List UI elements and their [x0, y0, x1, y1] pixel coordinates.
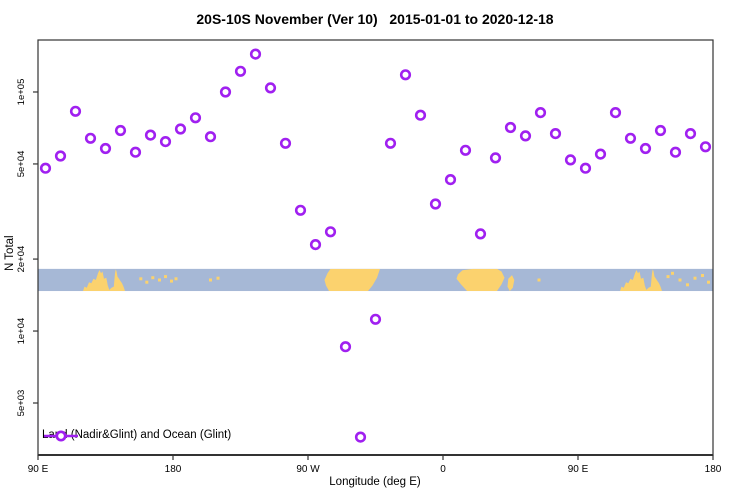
data-point: [309, 239, 322, 251]
land-island: [151, 276, 155, 280]
data-point: [369, 313, 382, 325]
data-point: [444, 174, 457, 186]
data-point: [264, 82, 277, 94]
data-point: [219, 86, 232, 98]
land-island: [216, 276, 220, 280]
data-point: [129, 146, 142, 158]
land-australia: [83, 269, 125, 291]
data-point: [624, 132, 637, 144]
data-point: [354, 431, 367, 443]
data-point: [339, 341, 352, 353]
land-australia-wrap: [620, 269, 662, 291]
data-point: [174, 123, 187, 135]
land-south-america: [324, 268, 380, 291]
data-point: [324, 226, 337, 238]
land-island: [693, 276, 697, 280]
land-island: [678, 278, 682, 282]
data-point: [69, 105, 82, 117]
data-point: [549, 128, 562, 140]
data-point: [54, 150, 67, 162]
x-tick-label: 0: [440, 464, 446, 475]
data-point: [399, 69, 412, 81]
x-tick-label: 90 E: [28, 464, 49, 475]
land-island: [666, 275, 670, 279]
legend: Land (Nadir&Glint) and Ocean (Glint): [42, 429, 232, 442]
land-island: [209, 278, 212, 282]
y-tick-label: 1e+04: [16, 318, 27, 345]
data-point: [534, 106, 547, 119]
data-point: [189, 112, 202, 124]
land-island: [164, 275, 167, 279]
legend-label: Land (Nadir&Glint) and Ocean (Glint): [42, 429, 232, 441]
land-madagascar: [507, 275, 515, 291]
data-point: [294, 204, 307, 216]
data-point: [519, 130, 532, 142]
y-tick-label: 1e+05: [16, 79, 27, 106]
data-point: [114, 124, 127, 137]
data-point: [564, 154, 577, 166]
land-island: [701, 274, 704, 277]
land-island: [139, 277, 143, 281]
x-axis-title: Longitude (deg E): [329, 476, 421, 488]
data-point: [144, 129, 157, 141]
data-point: [84, 132, 97, 144]
legend-marker-icon: [44, 430, 78, 442]
data-point: [699, 141, 712, 153]
data-point: [594, 148, 607, 160]
land-island: [174, 277, 178, 281]
data-point: [99, 142, 112, 155]
land-island: [145, 280, 149, 284]
land-island: [537, 278, 541, 282]
data-point: [684, 128, 697, 140]
data-point: [249, 48, 262, 60]
data-point: [489, 152, 502, 164]
y-tick-label: 2e+04: [16, 246, 27, 273]
data-point: [504, 121, 517, 134]
data-point: [474, 228, 487, 240]
land-africa: [456, 268, 505, 291]
data-point: [654, 124, 667, 137]
land-island: [158, 278, 161, 282]
x-tick-label: 90 W: [296, 464, 320, 475]
data-point: [609, 106, 622, 119]
x-tick-label: 180: [165, 464, 182, 475]
data-point: [459, 144, 472, 156]
data-point: [279, 137, 292, 149]
land-island: [707, 280, 710, 284]
data-point: [429, 198, 442, 210]
data-point: [414, 109, 427, 121]
data-point: [234, 65, 247, 77]
land-island: [686, 283, 689, 287]
data-point: [639, 142, 652, 155]
land-island: [170, 279, 173, 283]
data-point: [39, 162, 52, 174]
chart-title: 20S-10S November (Ver 10) 2015-01-01 to …: [196, 11, 554, 27]
data-point: [384, 137, 397, 149]
y-tick-label: 5e+03: [16, 390, 27, 417]
y-axis-title: N Total: [4, 235, 16, 271]
y-tick-label: 5e+04: [16, 151, 27, 178]
land-island: [671, 271, 674, 275]
data-point: [579, 162, 592, 174]
data-point: [159, 136, 172, 148]
data-point: [204, 131, 217, 143]
data-point: [669, 146, 682, 158]
x-tick-label: 180: [705, 464, 722, 475]
plot-border: [37, 39, 714, 456]
x-tick-label: 90 E: [568, 464, 589, 475]
